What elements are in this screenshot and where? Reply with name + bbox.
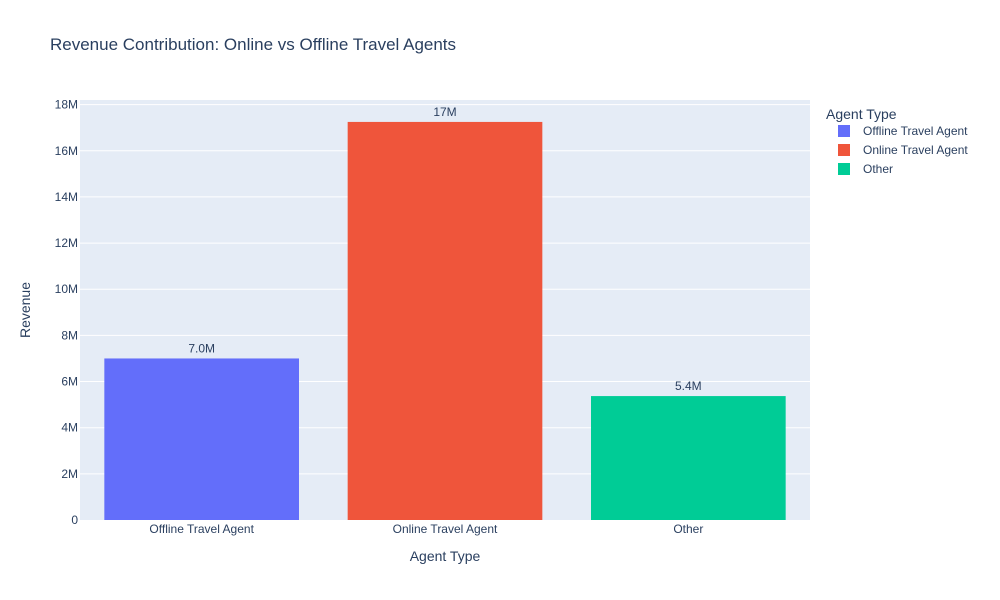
legend-swatch[interactable] [838,125,850,137]
bar [347,121,543,520]
y-tick-label: 2M [61,467,78,481]
legend: Agent Type Offline Travel Agent Online Tr… [826,106,968,176]
bars [104,121,786,520]
x-axis-title: Agent Type [410,548,481,564]
y-tick-label: 14M [55,190,78,204]
x-tick-label: Online Travel Agent [393,522,498,536]
legend-title: Agent Type [826,106,897,122]
legend-item-label[interactable]: Offline Travel Agent [863,124,968,138]
data-label: 17M [433,105,456,119]
x-tick-label: Other [673,522,703,536]
y-tick-label: 10M [55,282,78,296]
y-tick-label: 6M [61,375,78,389]
data-label: 5.4M [675,379,702,393]
y-tick-label: 4M [61,421,78,435]
y-axis-title: Revenue [17,282,33,338]
y-tick-label: 8M [61,328,78,342]
bar [104,358,299,520]
y-axis-ticks: 0 2M 4M 6M 8M 10M 12M 14M 16M 18M [55,98,79,527]
chart-title: Revenue Contribution: Online vs Offline … [50,35,456,54]
bar [591,396,786,520]
y-tick-label: 18M [55,98,78,112]
data-labels: 7.0M 17M 5.4M [188,105,701,393]
legend-swatch[interactable] [838,144,850,156]
data-label: 7.0M [188,341,215,355]
legend-item-label[interactable]: Other [863,162,893,176]
legend-item-label[interactable]: Online Travel Agent [863,143,968,157]
x-axis-ticks: Offline Travel Agent Online Travel Agent O… [149,522,703,536]
y-tick-label: 0 [71,513,78,527]
x-tick-label: Offline Travel Agent [149,522,254,536]
legend-swatch[interactable] [838,163,850,175]
y-tick-label: 16M [55,144,78,158]
y-tick-label: 12M [55,236,78,250]
